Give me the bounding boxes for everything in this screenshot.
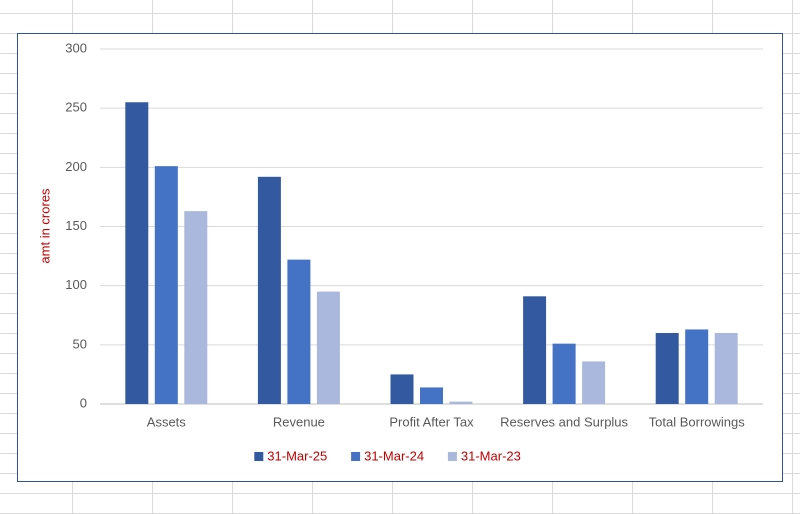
y-tick-label: 150: [65, 218, 87, 233]
legend-label: 31-Mar-23: [461, 448, 521, 463]
x-tick-label: Reserves and Surplus: [500, 414, 628, 429]
bar: [685, 329, 709, 404]
bar: [552, 343, 576, 404]
bar: [449, 401, 473, 404]
y-tick-label: 250: [65, 100, 87, 115]
x-tick-label: Total Borrowings: [649, 414, 746, 429]
bar: [714, 333, 738, 404]
y-tick-label: 50: [73, 336, 87, 351]
legend-swatch: [447, 452, 457, 461]
legend-label: 31-Mar-24: [364, 448, 424, 463]
bar: [125, 102, 149, 404]
x-tick-label: Assets: [147, 414, 187, 429]
legend-label: 31-Mar-25: [267, 448, 327, 463]
legend-swatch: [351, 452, 361, 461]
y-axis-title: amt in crores: [37, 188, 52, 264]
y-tick-label: 100: [65, 277, 87, 292]
y-tick-label: 0: [80, 395, 87, 410]
bar: [390, 374, 414, 404]
x-tick-label: Profit After Tax: [389, 414, 474, 429]
bar: [655, 333, 679, 404]
bar: [154, 166, 178, 404]
bar: [523, 296, 547, 404]
bar: [184, 211, 208, 404]
legend-swatch: [254, 452, 264, 461]
bar: [420, 387, 443, 404]
bar: [316, 291, 340, 404]
bar: [287, 259, 311, 404]
bar: [582, 361, 606, 404]
bar: [257, 176, 281, 404]
y-tick-label: 200: [65, 159, 87, 174]
x-tick-label: Revenue: [273, 414, 325, 429]
y-tick-label: 300: [65, 40, 87, 55]
